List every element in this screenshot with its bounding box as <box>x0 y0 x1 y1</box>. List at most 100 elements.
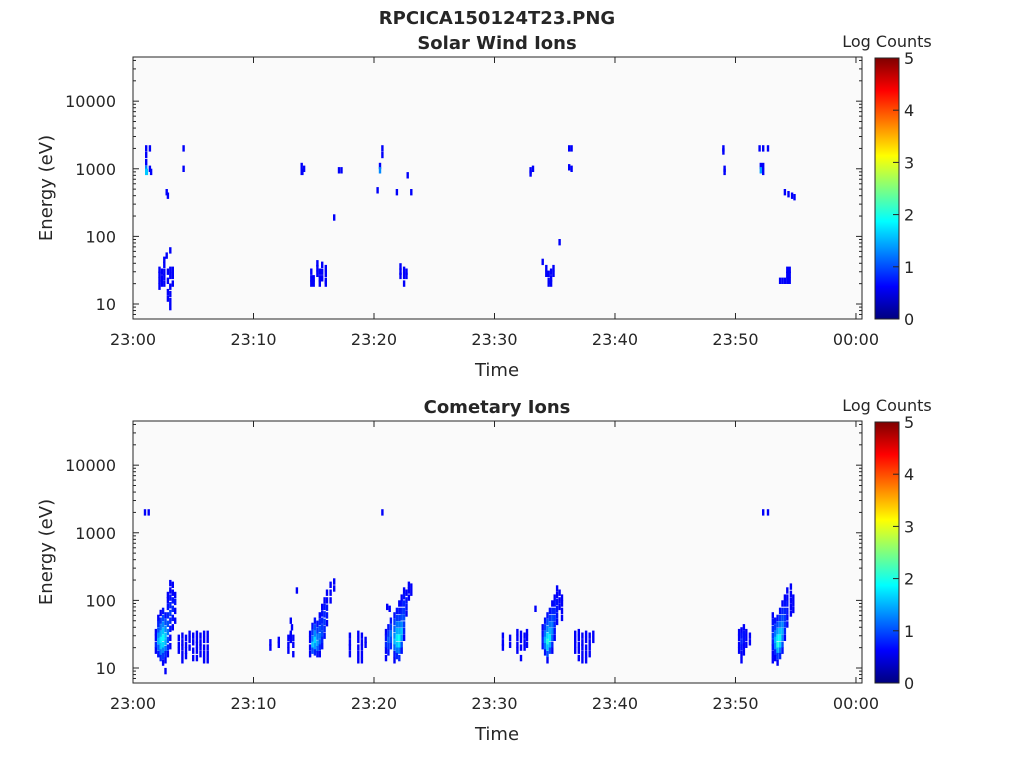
heatmap-cell <box>381 151 384 159</box>
heatmap-cell <box>776 647 779 654</box>
heatmap-cell <box>143 509 147 516</box>
heatmap-cell <box>384 628 388 636</box>
heatmap-cells <box>143 509 795 675</box>
heatmap-cell <box>577 654 580 662</box>
heatmap-cell <box>360 632 364 639</box>
heatmap-cell <box>316 260 319 267</box>
heatmap-cell <box>577 647 580 654</box>
heatmap-cell <box>774 624 777 631</box>
heatmap-cell <box>776 652 779 660</box>
heatmap-cell <box>771 625 774 632</box>
heatmap-cells <box>145 145 796 311</box>
heatmap-cell <box>558 597 561 604</box>
heatmap-cell <box>169 272 172 280</box>
heatmap-cell <box>313 624 317 631</box>
heatmap-cell <box>740 639 743 646</box>
heatmap-cell <box>548 614 552 622</box>
heatmap-cell <box>548 628 552 635</box>
heatmap-cell <box>781 628 784 635</box>
heatmap-cell <box>592 630 595 637</box>
heatmap-cell <box>553 594 556 601</box>
heatmap-cell <box>195 630 199 637</box>
heatmap-cell <box>553 607 556 615</box>
heatmap-cell <box>410 189 413 196</box>
x-tick-label: 23:40 <box>592 330 638 349</box>
heatmap-cell <box>786 587 789 594</box>
heatmap-cell <box>325 604 329 611</box>
heatmap-cell <box>192 632 195 639</box>
heatmap-cell <box>553 621 556 628</box>
heatmap-cell <box>776 621 779 628</box>
heatmap-cell <box>508 641 512 648</box>
heatmap-cell <box>516 628 519 636</box>
heatmap-cell <box>400 607 403 615</box>
heatmap-cell <box>171 624 174 631</box>
heatmap-cell <box>166 268 170 275</box>
heatmap-cell <box>551 628 554 635</box>
heatmap-cell <box>574 647 577 654</box>
heatmap-cell <box>399 268 402 275</box>
heatmap-cell <box>323 625 326 632</box>
colorbar-frame <box>874 57 900 320</box>
heatmap-cell <box>318 639 321 646</box>
heatmap-cell <box>742 649 746 656</box>
heatmap-cell <box>395 189 399 196</box>
heatmap-cell <box>269 644 272 651</box>
heatmap-cell <box>181 632 184 639</box>
heatmap-cell <box>318 612 321 619</box>
heatmap-cell <box>771 644 774 651</box>
heatmap-cell <box>574 641 577 648</box>
heatmap-cell <box>163 268 166 275</box>
heatmap-cell <box>548 621 552 628</box>
heatmap-cell <box>543 643 547 650</box>
heatmap-cell <box>321 610 324 617</box>
heatmap-cell <box>400 621 403 628</box>
heatmap-cell <box>792 594 795 601</box>
heatmap-cell <box>163 256 166 263</box>
heatmap-cell <box>169 579 172 587</box>
heatmap-cell <box>405 603 408 611</box>
heatmap-cell <box>313 649 317 656</box>
heatmap-cell <box>154 634 158 641</box>
y-tick-label: 10 <box>96 659 116 678</box>
heatmap-cell <box>202 636 206 644</box>
colorbar-tick-label: 3 <box>904 517 914 536</box>
heatmap-cell <box>310 268 313 275</box>
heatmap-cell <box>402 614 406 621</box>
heatmap-cell <box>166 192 170 199</box>
heatmap-cell <box>202 657 206 664</box>
heatmap-cell <box>405 272 408 280</box>
heatmap-cell <box>551 614 554 622</box>
heatmap-cell <box>145 168 149 176</box>
heatmap-cell <box>395 614 399 622</box>
heatmap-cell <box>184 634 188 641</box>
heatmap-cell <box>192 647 195 654</box>
heatmap-cell <box>157 620 160 627</box>
heatmap-cell <box>788 266 791 273</box>
colorbar-label: Log Counts <box>842 396 932 415</box>
heatmap-cell <box>310 275 313 282</box>
heatmap-cell <box>311 622 314 630</box>
heatmap-cell <box>357 644 360 651</box>
heatmap-cell <box>166 612 170 619</box>
heatmap-cell <box>546 651 549 658</box>
heatmap-cell <box>340 167 343 174</box>
heatmap-cell <box>402 280 406 287</box>
heatmap-cell <box>310 280 313 287</box>
heatmap-cell <box>549 268 553 275</box>
heatmap-cell <box>393 632 396 639</box>
heatmap-cell <box>548 607 552 615</box>
heatmap-cell <box>169 634 172 641</box>
heatmap-cell <box>329 589 332 596</box>
heatmap-cell <box>781 621 784 628</box>
heatmap-cell <box>316 651 319 658</box>
heatmap-cell <box>164 657 167 664</box>
heatmap-cell <box>398 654 401 662</box>
heatmap-cell <box>169 290 172 298</box>
heatmap-cell <box>171 266 174 273</box>
heatmap-cell <box>169 587 172 594</box>
x-tick-label: 23:40 <box>592 694 638 713</box>
heatmap-cell <box>400 594 403 601</box>
heatmap-cell <box>519 654 523 662</box>
